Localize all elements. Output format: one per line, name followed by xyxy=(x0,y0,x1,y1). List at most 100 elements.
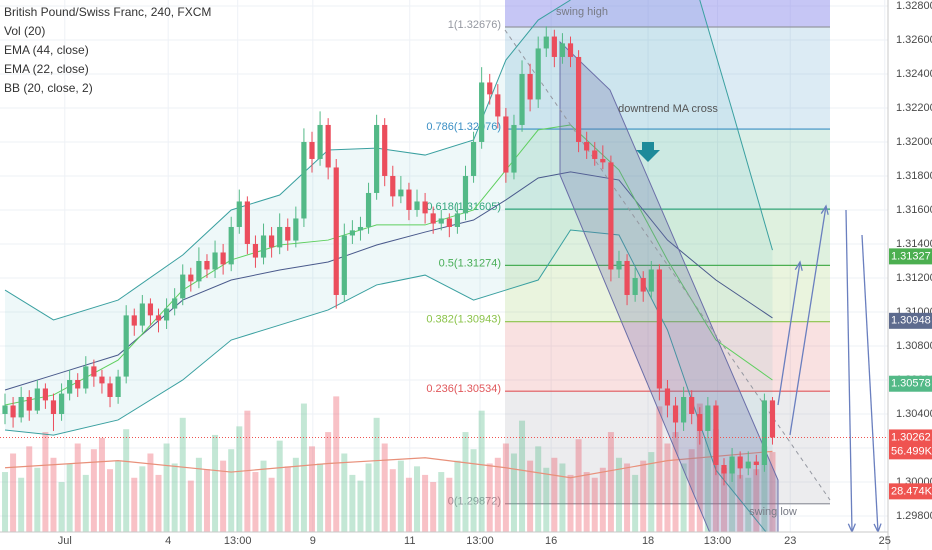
volume-bar xyxy=(26,446,33,532)
fib-zone xyxy=(505,265,830,322)
x-tick-label: 13:00 xyxy=(704,535,732,547)
fib-label: 1(1.32676) xyxy=(448,19,501,31)
price-label: 1.30578 xyxy=(891,378,931,390)
volume-bar xyxy=(333,396,340,532)
y-tick-label: 1.31800 xyxy=(896,170,932,182)
grid xyxy=(0,0,888,532)
volume-bar xyxy=(276,440,283,532)
volume-bar xyxy=(212,434,219,532)
candle-body xyxy=(648,269,654,292)
candle-body xyxy=(511,124,517,173)
volume-bar xyxy=(510,453,517,532)
fib-zone xyxy=(505,27,830,130)
volume-bar xyxy=(115,460,122,532)
volume-bar xyxy=(155,474,162,532)
volume-bar xyxy=(66,463,73,532)
volume-bar xyxy=(389,469,396,532)
volume-bar xyxy=(721,467,728,532)
fib-label: 0.5(1.31274) xyxy=(439,257,501,269)
candle-body xyxy=(745,461,751,469)
x-tick-label: 23 xyxy=(784,535,796,547)
candle-body xyxy=(584,141,590,151)
indicator-line xyxy=(4,124,773,406)
volume-bar xyxy=(244,410,251,532)
fib-label: 0.382(1.30943) xyxy=(426,314,501,326)
volume-bar xyxy=(462,432,469,532)
volume-bar xyxy=(478,410,485,532)
volume-bar xyxy=(82,474,89,532)
y-tick-label: 1.31400 xyxy=(896,238,932,250)
volume-bar xyxy=(325,432,332,532)
candle-body xyxy=(10,405,16,418)
x-tick-label: Jul xyxy=(58,535,72,547)
y-tick-label: 1.32600 xyxy=(896,34,932,46)
candle-body xyxy=(357,226,364,231)
volume-bar xyxy=(745,477,752,532)
volume-bar xyxy=(486,463,493,532)
candle-body xyxy=(99,376,105,384)
indicator-label: EMA (44, close) xyxy=(4,43,89,57)
candle-body xyxy=(196,260,202,282)
volume-bar xyxy=(527,460,534,532)
volume-bar xyxy=(656,406,663,532)
indicator-line xyxy=(4,229,767,532)
volume-bar xyxy=(430,482,437,532)
candle-body xyxy=(519,73,525,125)
volume-bar xyxy=(42,432,49,532)
fib-label: 0(1.29872) xyxy=(448,496,501,508)
candle-body xyxy=(91,366,97,377)
candle-body xyxy=(188,274,194,282)
volume-bar xyxy=(357,480,364,532)
candle-body xyxy=(107,383,113,397)
plot-area: 1(1.32676)0.786(1.32076)0.618(1.31605)0.… xyxy=(0,0,888,532)
candle-body xyxy=(285,226,291,241)
volume-bar xyxy=(704,437,711,532)
price-label: 28.474K xyxy=(891,485,932,497)
candle-body xyxy=(616,260,622,270)
volume-bar xyxy=(171,463,178,532)
x-tick-label: 18 xyxy=(642,535,654,547)
volume-bar xyxy=(365,463,372,532)
volume-bar xyxy=(519,420,526,532)
volume-bar xyxy=(292,457,299,532)
volume-bar xyxy=(438,472,445,532)
price-label: 1.30948 xyxy=(891,315,931,327)
chart-title: British Pound/Swiss Franc, 240, FXCM xyxy=(4,5,211,19)
candle-body xyxy=(228,226,234,265)
candle-body xyxy=(406,189,412,210)
volume-bar xyxy=(341,453,348,532)
price-label: 1.30262 xyxy=(891,431,931,443)
candle-body xyxy=(172,298,178,309)
fib-zone xyxy=(505,129,830,210)
volume-bar xyxy=(373,417,380,532)
candle-body xyxy=(42,388,49,401)
volume-bar xyxy=(123,429,130,532)
volume-bar xyxy=(680,463,687,532)
volume-ma-line xyxy=(4,450,773,479)
volume-bar xyxy=(769,452,776,532)
volume-bar xyxy=(139,466,146,532)
candle-body xyxy=(713,405,719,465)
candle-body xyxy=(624,260,630,295)
volume-bar xyxy=(203,469,210,532)
candle-body xyxy=(83,366,89,389)
volume-bar xyxy=(446,477,453,532)
candle-body xyxy=(317,124,323,159)
volume-bar xyxy=(381,443,388,532)
candle-body xyxy=(390,175,396,197)
annotation: swing low xyxy=(749,506,797,518)
x-tick-label: 9 xyxy=(310,535,316,547)
y-tick-label: 1.29800 xyxy=(896,510,932,522)
candle-body xyxy=(50,400,57,414)
y-tick-label: 1.32800 xyxy=(896,0,932,12)
candle-body xyxy=(293,218,299,241)
candle-body xyxy=(737,456,743,469)
candle-body xyxy=(155,315,162,321)
candle-body xyxy=(446,218,452,227)
volume-bar xyxy=(664,443,671,532)
volume-bar xyxy=(729,460,736,532)
candle-body xyxy=(260,235,267,258)
y-tick-label: 1.31600 xyxy=(896,204,932,216)
candle-body xyxy=(212,252,218,270)
